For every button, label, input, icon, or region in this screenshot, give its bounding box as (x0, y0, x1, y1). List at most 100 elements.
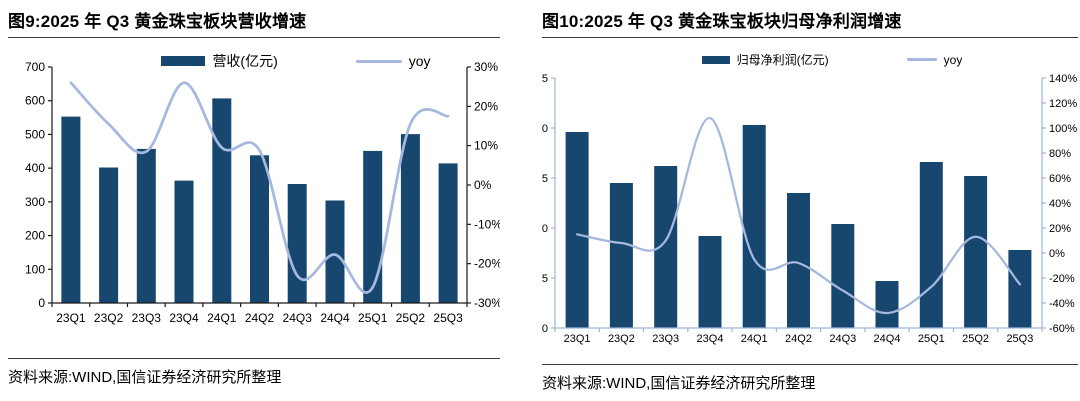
x-axis-category-label: 23Q1 (56, 311, 86, 325)
left-axis-tick-label: 5 (542, 273, 548, 285)
figure-10-legend: 归母净利润(亿元) yoy (564, 51, 1080, 68)
bar-23Q4 (174, 180, 194, 303)
figure-10-title-divider (542, 37, 1078, 38)
bar-23Q3 (136, 148, 156, 303)
left-axis-tick-label: 300 (25, 195, 45, 209)
left-axis-tick-label: 0 (542, 123, 548, 135)
left-axis-tick-label: 5 (542, 173, 548, 185)
bar-25Q2 (964, 176, 988, 328)
left-axis-tick-label: 200 (25, 229, 45, 243)
bar-series-swatch (161, 56, 206, 66)
left-axis-tick-label: 0 (542, 223, 548, 235)
x-axis-category-label: 23Q2 (94, 311, 124, 325)
bar-series (61, 98, 458, 304)
axis-labels: 5 0 5 0 5 0 140% 120% 100% 80% 60% 40% 20% 0% -20% -40%… (542, 73, 1077, 345)
x-axis-category-label: 24Q2 (245, 311, 275, 325)
bar-series-label: 归母净利润(亿元) (736, 53, 829, 67)
line-series-swatch (355, 59, 402, 63)
right-axis-tick-label: 20% (474, 99, 498, 113)
right-axis-tick-label: 0% (1049, 248, 1065, 260)
x-axis-category-label: 25Q2 (396, 311, 426, 325)
bar-23Q1 (565, 132, 589, 328)
bar-24Q2 (250, 155, 269, 303)
legend-item-net-profit: 归母净利润(亿元) (701, 51, 829, 68)
x-axis-category-label: 24Q3 (829, 333, 856, 345)
right-axis-tick-label: 120% (1049, 98, 1077, 110)
bar-23Q2 (609, 183, 633, 328)
left-axis-tick-label: 700 (25, 60, 45, 74)
right-axis-tick-label: 60% (1049, 173, 1071, 185)
legend-item-revenue: 营收(亿元) (161, 51, 278, 71)
bar-25Q3 (438, 163, 458, 303)
figure-9-title-divider (8, 37, 500, 38)
right-axis-tick-label: 10% (474, 139, 498, 153)
bar-24Q3 (831, 224, 855, 328)
figure-9-source-divider (8, 358, 500, 359)
x-axis-category-label: 25Q1 (358, 311, 388, 325)
x-axis-category-label: 25Q3 (433, 311, 463, 325)
x-axis-category-label: 24Q3 (283, 311, 313, 325)
bar-series-swatch (701, 55, 730, 64)
x-axis-category-label: 24Q4 (320, 311, 350, 325)
figure-9-title: 图9:2025 年 Q3 黄金珠宝板块营收增速 (8, 12, 307, 31)
bar-24Q3 (287, 184, 307, 303)
left-axis-tick-label: 0 (542, 323, 548, 335)
bar-series (565, 125, 1032, 328)
axes (48, 66, 471, 307)
x-axis-category-label: 23Q3 (652, 333, 679, 345)
x-axis-category-label: 23Q3 (132, 311, 162, 325)
right-axis-tick-label: -40% (1049, 298, 1075, 310)
figure-9-panel: 图9:2025 年 Q3 黄金珠宝板块营收增速 营收(亿元) yoy 700 60… (8, 0, 500, 401)
right-axis-tick-label: 80% (1049, 148, 1071, 160)
x-axis-category-label: 24Q1 (207, 311, 237, 325)
x-axis-category-label: 24Q1 (741, 333, 768, 345)
bar-series-label: 营收(亿元) (212, 53, 278, 69)
bar-23Q3 (654, 166, 678, 328)
bar-23Q4 (698, 236, 722, 328)
left-axis-tick-label: 400 (25, 161, 45, 175)
bar-25Q2 (400, 134, 420, 303)
left-axis-tick-label: 100 (25, 262, 45, 276)
bar-25Q1 (363, 150, 383, 303)
figure-10-chart: 5 0 5 0 5 0 140% 120% 100% 80% 60% 40% 20% 0% -20% -40%… (542, 73, 1077, 345)
bar-23Q2 (99, 167, 119, 303)
left-axis-tick-label: 500 (25, 127, 45, 141)
right-axis-tick-label: 100% (1049, 123, 1077, 135)
bar-24Q4 (875, 281, 899, 328)
right-axis-tick-label: -10% (474, 217, 500, 231)
x-axis-category-label: 24Q4 (874, 333, 901, 345)
left-axis-tick-label: 0 (38, 296, 45, 310)
figure-10-source: 资料来源:WIND,国信证券经济研究所整理 (542, 375, 816, 392)
axes (551, 77, 1046, 332)
line-series-label: yoy (943, 52, 963, 67)
right-axis-tick-label: -60% (1049, 323, 1075, 335)
left-axis-tick-label: 600 (25, 94, 45, 108)
right-axis-tick-label: 40% (1049, 198, 1071, 210)
right-axis-tick-label: -30% (474, 296, 500, 310)
bar-23Q1 (61, 116, 81, 303)
bar-25Q1 (919, 162, 943, 328)
legend-item-yoy: yoy (355, 53, 431, 69)
figure-10-title: 图10:2025 年 Q3 黄金珠宝板块归母净利润增速 (542, 12, 902, 31)
right-axis-tick-label: 0% (474, 178, 492, 192)
figure-10-source-divider (542, 364, 1078, 365)
line-series-label: yoy (408, 53, 431, 69)
x-axis-category-label: 25Q1 (918, 333, 945, 345)
x-axis-category-label: 23Q2 (608, 333, 635, 345)
x-axis-category-label: 23Q4 (169, 311, 199, 325)
x-axis-category-label: 25Q2 (962, 333, 989, 345)
axis-labels: 700 600 500 400 300 200 100 0 30% 20% 10% 0% -10% -20… (25, 60, 500, 325)
bar-24Q1 (742, 125, 766, 328)
right-axis-tick-label: -20% (474, 257, 500, 271)
right-axis-tick-label: -20% (1049, 273, 1075, 285)
right-axis-tick-label: 20% (1049, 223, 1071, 235)
yoy-line (575, 116, 1022, 315)
bar-24Q4 (325, 200, 345, 303)
x-axis-category-label: 23Q4 (697, 333, 724, 345)
right-axis-tick-label: 30% (474, 60, 498, 74)
bar-24Q2 (787, 193, 810, 328)
bar-24Q1 (212, 98, 232, 304)
line-series-swatch (906, 58, 937, 61)
x-axis-category-label: 23Q1 (564, 333, 591, 345)
